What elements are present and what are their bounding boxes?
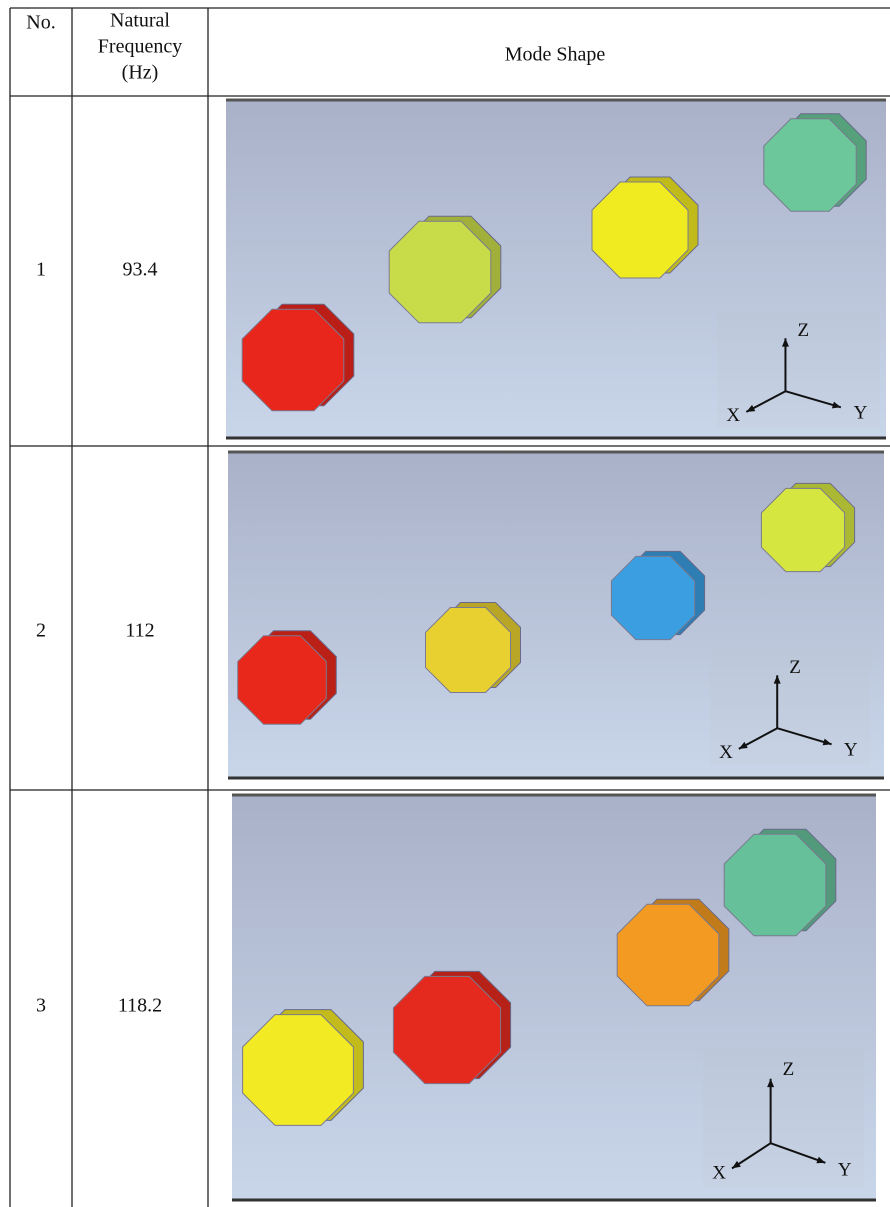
axis-box [703, 1048, 864, 1188]
octagon [237, 635, 327, 725]
axis-arrow [785, 390, 842, 409]
arrow-head [781, 338, 789, 347]
axis-label-z: Z [789, 657, 801, 678]
axis-label-y: Y [838, 1160, 852, 1181]
octagon [723, 833, 827, 937]
mode-shape-image: Z X Y [232, 793, 876, 1202]
axis-label-z: Z [797, 320, 809, 341]
octagon [425, 607, 511, 693]
arrow-head [731, 1160, 741, 1169]
octagon [242, 1014, 354, 1126]
octagon [616, 903, 720, 1007]
header-frequency: (Hz) [122, 62, 159, 84]
row-no: 2 [36, 620, 46, 642]
axis-label-y: Y [844, 740, 858, 761]
octagon [763, 118, 857, 212]
row-frequency: 93.4 [123, 259, 158, 281]
mode-shape-image: Z X Y [228, 450, 884, 780]
row-frequency: 118.2 [118, 995, 162, 1017]
octagon [591, 181, 689, 279]
table-grid [9, 7, 890, 1207]
header-no: No. [26, 12, 55, 34]
arrow-head [831, 401, 841, 409]
header-mode-shape: Mode Shape [505, 44, 606, 66]
arrow-head [816, 1156, 826, 1164]
row-frequency: 112 [125, 620, 154, 642]
axis-label-x: X [719, 742, 733, 763]
axis-arrow [776, 727, 832, 746]
octagon [610, 555, 696, 641]
axis-label-x: X [712, 1162, 726, 1183]
axis-label-z: Z [783, 1059, 795, 1080]
octagon [241, 308, 345, 412]
row-no: 3 [36, 995, 46, 1017]
arrow-head [773, 675, 781, 684]
header-frequency: Frequency [98, 36, 182, 58]
row-no: 1 [36, 259, 46, 281]
axis-label-x: X [726, 405, 740, 426]
arrow-head [738, 741, 748, 749]
axis-box [717, 313, 880, 428]
octagon [760, 487, 846, 573]
arrow-head [822, 738, 832, 746]
axis-label-y: Y [854, 403, 868, 424]
octagon [392, 975, 502, 1085]
octagon [388, 220, 492, 324]
arrow-head [746, 404, 756, 412]
arrow-head [767, 1078, 775, 1088]
header-frequency: Natural [110, 10, 170, 32]
axis-box [710, 650, 870, 765]
mode-shape-image: Z X Y [226, 98, 886, 440]
axis-arrow [770, 1142, 826, 1164]
